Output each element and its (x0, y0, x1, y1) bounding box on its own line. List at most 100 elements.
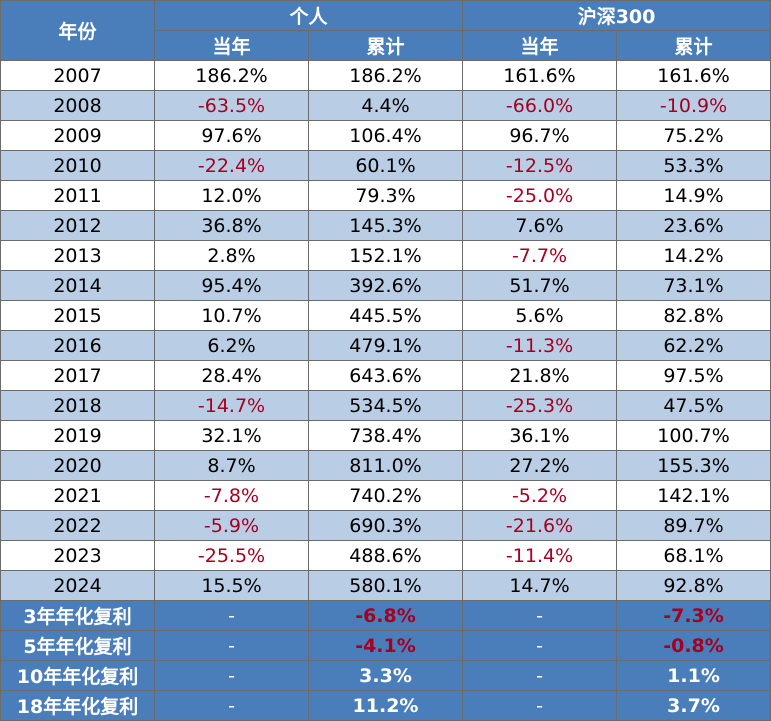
year-cell: 2007 (0, 60, 155, 91)
personal-cumulative-cell: 145.3% (307, 210, 464, 241)
table-row: 2007 186.2% 186.2% 161.6% 161.6% (0, 60, 771, 91)
index-annual-cell: - (462, 690, 618, 721)
personal-annual-cell: 6.2% (154, 330, 309, 361)
table-row: 2022 -5.9% 690.3% -21.6% 89.7% (0, 510, 771, 541)
personal-cumulative-cell: 79.3% (307, 180, 464, 211)
table-row: 2009 97.6% 106.4% 96.7% 75.2% (0, 120, 771, 151)
index-cumulative-header: 累计 (616, 30, 771, 61)
index-annual-header: 当年 (462, 30, 618, 61)
index-annual-cell: 27.2% (462, 450, 618, 481)
index-annual-cell: - (462, 600, 618, 631)
table-header: 年份 个人 沪深300 当年 累计 当年 累计 (0, 0, 771, 61)
index-annual-cell: 96.7% (462, 120, 618, 151)
year-cell: 2011 (0, 180, 155, 211)
year-column-header: 年份 (0, 0, 155, 61)
index-annual-cell: -5.2% (462, 480, 618, 511)
personal-annual-cell: -7.8% (154, 480, 309, 511)
personal-annual-cell: - (154, 600, 309, 631)
summary-label-cell: 5年年化复利 (0, 630, 155, 661)
personal-cumulative-cell: 392.6% (307, 270, 464, 301)
personal-annual-cell: 97.6% (154, 120, 309, 151)
year-cell: 2024 (0, 570, 155, 601)
index-cagr-cell: -7.3% (616, 600, 771, 631)
summary-label-cell: 18年年化复利 (0, 690, 155, 721)
personal-cumulative-cell: 738.4% (307, 420, 464, 451)
index-group-header: 沪深300 (462, 0, 771, 31)
personal-cagr-cell: 11.2% (307, 690, 464, 721)
personal-annual-cell: 186.2% (154, 60, 309, 91)
index-annual-cell: 5.6% (462, 300, 618, 331)
index-cumulative-cell: 92.8% (616, 570, 771, 601)
personal-cumulative-cell: 186.2% (307, 60, 464, 91)
personal-cumulative-header: 累计 (307, 30, 464, 61)
personal-annual-cell: 8.7% (154, 450, 309, 481)
index-cumulative-cell: 62.2% (616, 330, 771, 361)
table-row: 2013 2.8% 152.1% -7.7% 14.2% (0, 240, 771, 271)
personal-annual-cell: 28.4% (154, 360, 309, 391)
personal-annual-cell: 2.8% (154, 240, 309, 271)
personal-annual-cell: 36.8% (154, 210, 309, 241)
personal-annual-cell: -5.9% (154, 510, 309, 541)
index-cumulative-cell: 82.8% (616, 300, 771, 331)
yearly-rows: 2007 186.2% 186.2% 161.6% 161.6% 2008 -63.5% 4.… (0, 60, 771, 601)
index-annual-cell: -11.4% (462, 540, 618, 571)
personal-annual-cell: -25.5% (154, 540, 309, 571)
index-annual-cell: 161.6% (462, 60, 618, 91)
table-row: 2020 8.7% 811.0% 27.2% 155.3% (0, 450, 771, 481)
index-cumulative-cell: 73.1% (616, 270, 771, 301)
personal-cagr-cell: -4.1% (307, 630, 464, 661)
personal-cumulative-cell: 60.1% (307, 150, 464, 181)
personal-cumulative-cell: 4.4% (307, 90, 464, 121)
personal-annual-cell: 15.5% (154, 570, 309, 601)
index-cumulative-cell: 97.5% (616, 360, 771, 391)
index-cumulative-cell: 14.9% (616, 180, 771, 211)
personal-cumulative-cell: 740.2% (307, 480, 464, 511)
year-cell: 2014 (0, 270, 155, 301)
personal-group-header: 个人 (153, 0, 464, 31)
table-row: 2016 6.2% 479.1% -11.3% 62.2% (0, 330, 771, 361)
index-cagr-cell: -0.8% (616, 630, 771, 661)
summary-row: 10年年化复利 -3.3% -1.1% (0, 660, 771, 691)
index-cumulative-cell: 68.1% (616, 540, 771, 571)
year-cell: 2019 (0, 420, 155, 451)
personal-cumulative-cell: 479.1% (307, 330, 464, 361)
summary-row: 3年年化复利 - -6.8% - -7.3% (0, 600, 771, 631)
personal-annual-cell: 12.0% (154, 180, 309, 211)
index-annual-cell: 36.1% (462, 420, 618, 451)
table-row: 2019 32.1% 738.4% 36.1% 100.7% (0, 420, 771, 451)
personal-cumulative-cell: 534.5% (307, 390, 464, 421)
personal-cagr-cell: -6.8% (307, 600, 464, 631)
index-annual-cell: -66.0% (462, 90, 618, 121)
summary-label-cell: 10年年化复利 (0, 660, 155, 691)
personal-cumulative-cell: 643.6% (307, 360, 464, 391)
personal-cagr-cell: 3.3% (307, 660, 464, 691)
personal-annual-cell: -22.4% (154, 150, 309, 181)
index-annual-cell: -25.3% (462, 390, 618, 421)
year-cell: 2016 (0, 330, 155, 361)
index-annual-cell: -12.5% (462, 150, 618, 181)
table-row: 2010 -22.4% 60.1% -12.5% 53.3% (0, 150, 771, 181)
summary-rows: 3年年化复利 - -6.8% - -7.3% 5年年化复利 - -4.1% - -0.8% 10年年… (0, 600, 771, 721)
index-cumulative-cell: 89.7% (616, 510, 771, 541)
index-annual-cell: 7.6% (462, 210, 618, 241)
year-cell: 2022 (0, 510, 155, 541)
table-row: 2014 95.4% 392.6% 51.7% 73.1% (0, 270, 771, 301)
index-annual-cell: - (462, 630, 618, 661)
index-annual-cell: 21.8% (462, 360, 618, 391)
table-row: 2015 10.7% 445.5% 5.6% 82.8% (0, 300, 771, 331)
year-cell: 2020 (0, 450, 155, 481)
index-cumulative-cell: 53.3% (616, 150, 771, 181)
year-cell: 2021 (0, 480, 155, 511)
index-cagr-cell: 1.1% (616, 660, 771, 691)
year-cell: 2018 (0, 390, 155, 421)
year-cell: 2023 (0, 540, 155, 571)
summary-row: 18年年化复利 -11.2% -3.7% (0, 690, 771, 721)
index-annual-cell: -11.3% (462, 330, 618, 361)
index-annual-cell: 51.7% (462, 270, 618, 301)
table-row: 2012 36.8% 145.3% 7.6% 23.6% (0, 210, 771, 241)
index-annual-cell: -21.6% (462, 510, 618, 541)
personal-cumulative-cell: 580.1% (307, 570, 464, 601)
table-row: 2011 12.0% 79.3% -25.0% 14.9% (0, 180, 771, 211)
personal-cumulative-cell: 106.4% (307, 120, 464, 151)
